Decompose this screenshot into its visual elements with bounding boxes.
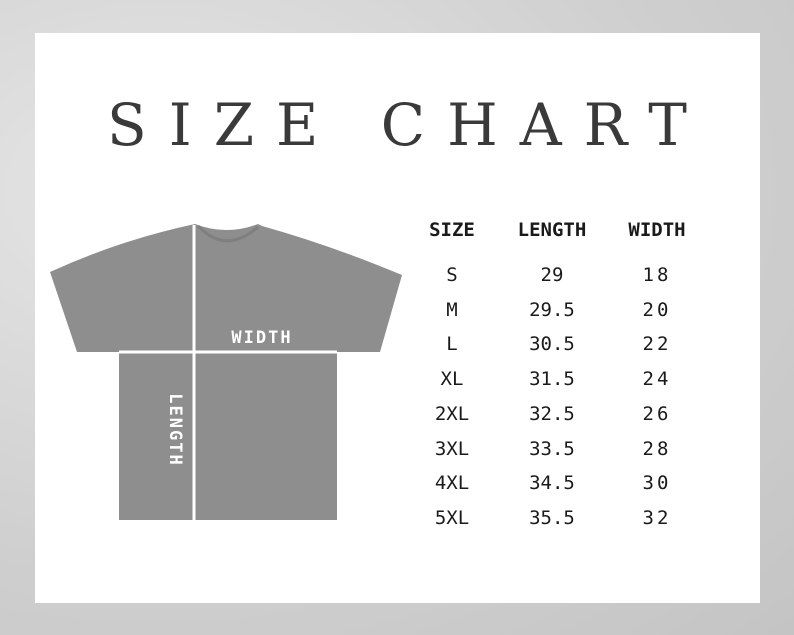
width-cell: 32 bbox=[642, 506, 672, 529]
size-cell: M bbox=[446, 298, 458, 321]
header-length: LENGTH bbox=[517, 219, 587, 241]
length-cell: 29 bbox=[540, 264, 564, 286]
size-cell: L bbox=[446, 333, 458, 356]
header-width: WIDTH bbox=[628, 219, 686, 241]
length-cell: 29.5 bbox=[529, 298, 575, 321]
length-cell: 32.5 bbox=[529, 402, 575, 425]
width-cell: 22 bbox=[642, 333, 672, 356]
page-title: SIZE CHART bbox=[107, 91, 709, 159]
size-cell: 2XL bbox=[434, 402, 470, 425]
length-cell: 31.5 bbox=[529, 368, 575, 391]
header-size: SIZE bbox=[429, 219, 475, 241]
length-cell: 33.5 bbox=[529, 437, 575, 460]
size-cell: 4XL bbox=[434, 472, 470, 495]
length-label: LENGTH bbox=[165, 393, 185, 466]
width-cell: 24 bbox=[642, 368, 672, 391]
length-cell: 35.5 bbox=[529, 506, 575, 529]
width-cell: 30 bbox=[642, 472, 672, 495]
length-cell: 34.5 bbox=[529, 472, 575, 495]
width-cell: 26 bbox=[642, 402, 672, 425]
size-cell: XL bbox=[440, 368, 464, 391]
size-cell: 5XL bbox=[434, 506, 470, 529]
size-cell: 3XL bbox=[434, 437, 470, 460]
width-cell: 28 bbox=[642, 437, 672, 460]
width-cell: 18 bbox=[642, 264, 672, 286]
size-cell: S bbox=[446, 264, 458, 286]
length-cell: 30.5 bbox=[529, 333, 575, 356]
width-cell: 20 bbox=[642, 298, 672, 321]
collar bbox=[196, 224, 259, 243]
tshirt-shape bbox=[50, 224, 402, 520]
width-label: WIDTH bbox=[231, 328, 292, 348]
